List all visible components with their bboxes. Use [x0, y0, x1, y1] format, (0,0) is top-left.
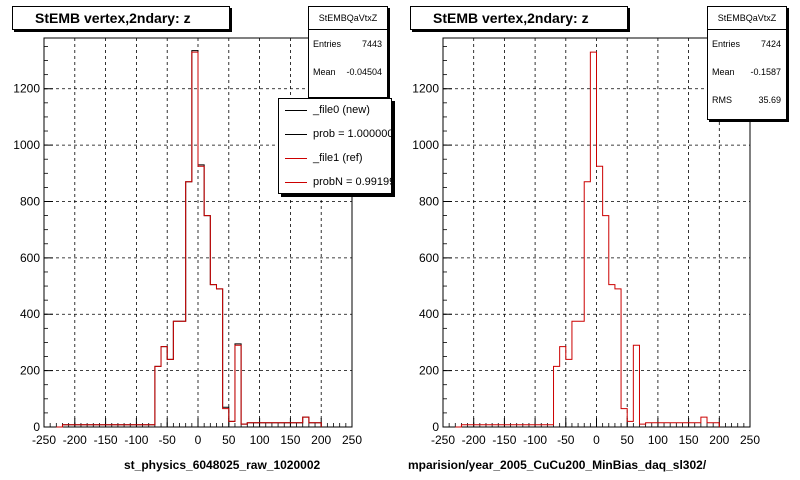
- left-title-box: StEMB vertex,2ndary: z: [12, 6, 230, 30]
- legend-line-prob: [285, 134, 307, 135]
- x-tick-label-1-4: -50: [557, 433, 575, 447]
- x-tick-label-0-9: 200: [311, 433, 331, 447]
- legend-entry-file1: _file1 (ref): [279, 147, 391, 171]
- x-tick-label-0-10: 250: [342, 433, 362, 447]
- x-tick-label-0-6: 50: [222, 433, 236, 447]
- left-stats-entries-value: 7443: [361, 39, 382, 49]
- legend-entry-prob: prob = 1.000000: [279, 123, 391, 147]
- x-tick-label-1-3: -100: [523, 433, 547, 447]
- right-stats-entries-row: Entries 7424: [708, 30, 786, 58]
- right-chart-title: StEMB vertex,2ndary: z: [433, 10, 589, 26]
- y-tick-label-1-4: 800: [419, 194, 439, 208]
- x-tick-label-0-5: 0: [195, 433, 202, 447]
- left-legend: _file0 (new) prob = 1.000000 _file1 (ref…: [278, 98, 392, 194]
- x-tick-label-0-7: 100: [250, 433, 270, 447]
- x-tick-label-1-0: -250: [431, 433, 455, 447]
- y-tick-label-1-1: 200: [419, 364, 439, 378]
- y-tick-label-1-2: 400: [419, 307, 439, 321]
- right-stats-rms-row: RMS 35.69: [708, 86, 786, 114]
- right-stats-mean-label: Mean: [712, 67, 735, 77]
- histogram-series-0-1: [56, 51, 322, 428]
- y-tick-label-1-3: 600: [419, 251, 439, 265]
- y-tick-label-0-2: 400: [20, 307, 40, 321]
- y-tick-label-0-1: 200: [20, 364, 40, 378]
- x-tick-label-0-3: -100: [124, 433, 148, 447]
- left-stats-name: StEMBQaVtxZ: [309, 7, 387, 30]
- left-stats-entries-label: Entries: [313, 39, 342, 49]
- legend-label-file0: _file0 (new): [313, 104, 370, 116]
- right-stats-box: StEMBQaVtxZ Entries 7424 Mean -0.1587 RM…: [707, 6, 787, 120]
- left-stats-mean-value: -0.04504: [346, 67, 382, 77]
- legend-line-file1: [285, 158, 307, 159]
- x-tick-label-0-1: -200: [63, 433, 87, 447]
- x-tick-label-1-6: 50: [621, 433, 635, 447]
- x-tick-label-1-10: 250: [740, 433, 760, 447]
- right-stats-mean-row: Mean -0.1587: [708, 58, 786, 86]
- right-stats-mean-value: -0.1587: [750, 67, 781, 77]
- right-stats-rms-label: RMS: [712, 95, 732, 105]
- legend-entry-probn: probN = 0.991997: [279, 171, 391, 193]
- left-stats-box: StEMBQaVtxZ Entries 7443 Mean -0.04504: [308, 6, 388, 98]
- right-stats-entries-label: Entries: [712, 39, 741, 49]
- x-tick-label-1-5: 0: [593, 433, 600, 447]
- legend-label-file1: _file1 (ref): [313, 152, 363, 164]
- x-tick-label-0-4: -50: [159, 433, 177, 447]
- legend-line-probn: [285, 182, 307, 183]
- left-chart-title: StEMB vertex,2ndary: z: [35, 10, 191, 26]
- y-tick-label-0-6: 1200: [13, 82, 40, 96]
- x-tick-label-1-7: 100: [648, 433, 668, 447]
- right-stats-rms-value: 35.69: [758, 95, 781, 105]
- x-tick-label-1-2: -150: [492, 433, 516, 447]
- x-tick-label-0-2: -150: [94, 433, 118, 447]
- right-stats-name: StEMBQaVtxZ: [708, 7, 786, 30]
- histogram-series-1-0: [455, 51, 720, 428]
- left-stats-mean-row: Mean -0.04504: [309, 58, 387, 86]
- right-stats-entries-value: 7424: [760, 39, 781, 49]
- legend-label-probn: probN = 0.991997: [313, 176, 391, 188]
- y-tick-label-0-0: 0: [33, 420, 40, 434]
- x-tick-label-1-8: 150: [679, 433, 699, 447]
- right-title-box: StEMB vertex,2ndary: z: [410, 6, 628, 30]
- legend-entry-file0: _file0 (new): [279, 99, 391, 123]
- y-tick-label-0-5: 1000: [13, 138, 40, 152]
- x-tick-label-0-8: 150: [280, 433, 300, 447]
- y-tick-label-0-3: 600: [20, 251, 40, 265]
- legend-label-prob: prob = 1.000000: [313, 128, 392, 140]
- left-stats-mean-label: Mean: [313, 67, 336, 77]
- right-x-axis-title: mparision/year_2005_CuCu200_MinBias_daq_…: [408, 458, 707, 472]
- legend-line-file0: [285, 110, 307, 111]
- y-tick-label-1-5: 1000: [412, 138, 439, 152]
- y-tick-label-0-4: 800: [20, 194, 40, 208]
- x-tick-label-1-1: -200: [462, 433, 486, 447]
- x-tick-label-0-0: -250: [32, 433, 56, 447]
- y-tick-label-1-6: 1200: [412, 82, 439, 96]
- left-stats-entries-row: Entries 7443: [309, 30, 387, 58]
- left-x-axis-title: st_physics_6048025_raw_1020002: [124, 458, 321, 472]
- y-tick-label-1-0: 0: [432, 420, 439, 434]
- x-tick-label-1-9: 200: [709, 433, 729, 447]
